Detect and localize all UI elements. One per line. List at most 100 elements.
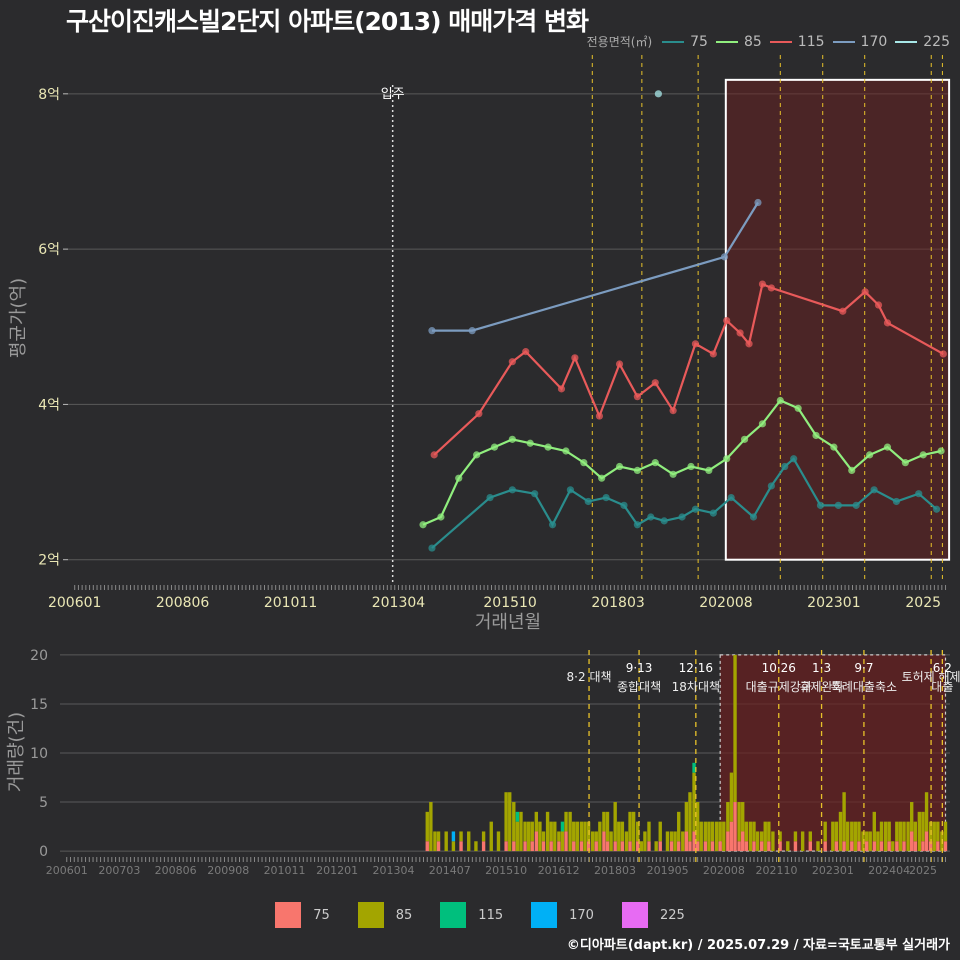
volume-bar-85: [526, 821, 531, 852]
policy-name-label: 특례대출축소: [831, 680, 897, 694]
volume-bar-75: [834, 841, 839, 852]
price-point-75: [816, 501, 825, 509]
price-point-85: [580, 459, 588, 467]
volume-legend-swatch-170: [531, 902, 558, 928]
volume-bar-75: [752, 841, 756, 852]
volume-bar-75: [512, 841, 516, 852]
price-point-85: [598, 474, 606, 482]
volume-bar-75: [928, 841, 933, 852]
volume-bar-85: [658, 821, 662, 842]
volume-legend-label-115: 115: [478, 907, 504, 923]
volume-bar-85: [549, 821, 553, 842]
legend-label-75: 75: [690, 33, 708, 50]
price-point-75: [647, 513, 655, 521]
volume-bar-85: [654, 841, 658, 852]
volume-bar-85: [868, 831, 872, 852]
move-in-label: 입주: [381, 87, 405, 102]
volume-bar-115: [692, 762, 696, 773]
price-point-115: [861, 288, 869, 296]
price-point-115: [508, 358, 516, 366]
volume-bar-75: [741, 831, 745, 852]
volume-x-tick-label: 201803: [594, 864, 636, 877]
volume-bar-85: [887, 821, 891, 842]
volume-bar-85: [910, 802, 914, 832]
volume-bar-85: [647, 821, 651, 842]
chart-title: 구산이진캐스빌2단지 아파트(2013) 매매가격 변화: [66, 7, 589, 36]
price-point-75: [633, 521, 641, 529]
legend-item-115: 115: [769, 34, 825, 50]
policy-date-label: 1·3: [812, 661, 831, 675]
volume-bar-85: [733, 654, 737, 803]
volume-y-tick-label: 10: [30, 746, 48, 762]
price-point-85: [455, 474, 463, 482]
volume-bar-85: [722, 821, 726, 852]
volume-bar-85: [793, 831, 798, 842]
volume-x-tick-label: 200601: [46, 864, 88, 877]
volume-bar-75: [808, 841, 812, 852]
volume-y-tick-label: 15: [30, 697, 48, 713]
policy-date-label: 6·2: [933, 661, 952, 675]
price-point-85: [615, 462, 624, 471]
volume-bar-75: [823, 841, 827, 852]
price-point-115: [723, 316, 731, 325]
volume-bar-75: [943, 841, 948, 852]
volume-bar-75: [523, 841, 527, 852]
volume-bar-75: [729, 821, 734, 852]
volume-bar-85: [425, 811, 429, 842]
volume-bar-85: [834, 821, 839, 842]
volume-bar-85: [553, 821, 557, 852]
price-point-85: [526, 439, 534, 447]
volume-x-tick-label: 200806: [155, 864, 197, 877]
volume-bar-85: [684, 802, 689, 832]
volume-legend-swatch-85: [357, 902, 384, 928]
volume-bar-75: [733, 802, 737, 852]
volume-x-tick-label: 200703: [98, 864, 140, 877]
policy-date-label: 12·16: [679, 661, 713, 675]
legend-label-225: 225: [923, 33, 950, 50]
volume-bar-85: [741, 802, 745, 832]
price-y-tick-label: 8억: [38, 87, 60, 103]
volume-bar-75: [459, 841, 463, 852]
price-point-75: [486, 493, 494, 502]
price-point-75: [892, 497, 901, 506]
volume-legend-swatch-225: [621, 902, 648, 928]
volume-bar-85: [636, 821, 640, 842]
volume-bar-75: [586, 841, 591, 852]
volume-bar-85: [530, 821, 534, 842]
price-point-85: [490, 443, 499, 451]
volume-bar-85: [613, 802, 617, 842]
volume-bar-75: [872, 841, 876, 852]
price-point-75: [548, 521, 557, 529]
volume-bar-85: [906, 821, 910, 852]
legend-title: 전용면적(㎡): [586, 35, 653, 49]
price-point-85: [544, 443, 552, 451]
policy-name-label: 8·2 대책: [567, 669, 612, 684]
price-point-115: [767, 284, 775, 292]
volume-bar-170: [451, 831, 456, 842]
volume-bar-85: [872, 811, 876, 842]
volume-bar-75: [913, 841, 917, 852]
volume-legend-label-170: 170: [569, 907, 594, 923]
volume-x-tick-label: 201612: [538, 864, 580, 877]
legend-line-75: [662, 40, 685, 43]
volume-bar-85: [752, 821, 756, 842]
price-point-85: [866, 451, 874, 459]
volume-bar-75: [726, 831, 730, 852]
legend-line-225: [895, 40, 918, 43]
volume-bar-85: [917, 811, 922, 852]
price-point-115: [939, 350, 947, 358]
volume-bar-75: [850, 841, 854, 852]
price-legend: 전용면적(㎡) 75 85 115 170 225: [587, 33, 950, 50]
policy-name-label: 규제완화: [799, 680, 843, 694]
price-point-115: [633, 393, 641, 401]
price-point-115: [691, 340, 700, 348]
price-point-115: [430, 451, 438, 459]
volume-bar-85: [913, 821, 917, 842]
volume-bar-85: [748, 821, 753, 852]
volume-bar-85: [534, 811, 539, 832]
volume-bar-85: [744, 821, 749, 842]
price-x-tick-label: 201510: [483, 595, 536, 611]
volume-bar-85: [557, 831, 561, 842]
volume-bar-75: [541, 841, 546, 852]
volume-bar-85: [864, 831, 869, 842]
